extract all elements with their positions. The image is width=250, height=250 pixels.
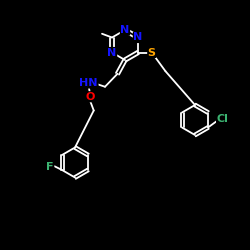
Text: N: N (120, 25, 130, 35)
Text: F: F (46, 162, 54, 172)
Text: HN: HN (80, 78, 98, 88)
Text: N: N (133, 32, 142, 42)
Text: O: O (85, 92, 95, 102)
Text: N: N (108, 48, 117, 58)
Text: Cl: Cl (216, 114, 228, 124)
Text: S: S (148, 48, 156, 58)
